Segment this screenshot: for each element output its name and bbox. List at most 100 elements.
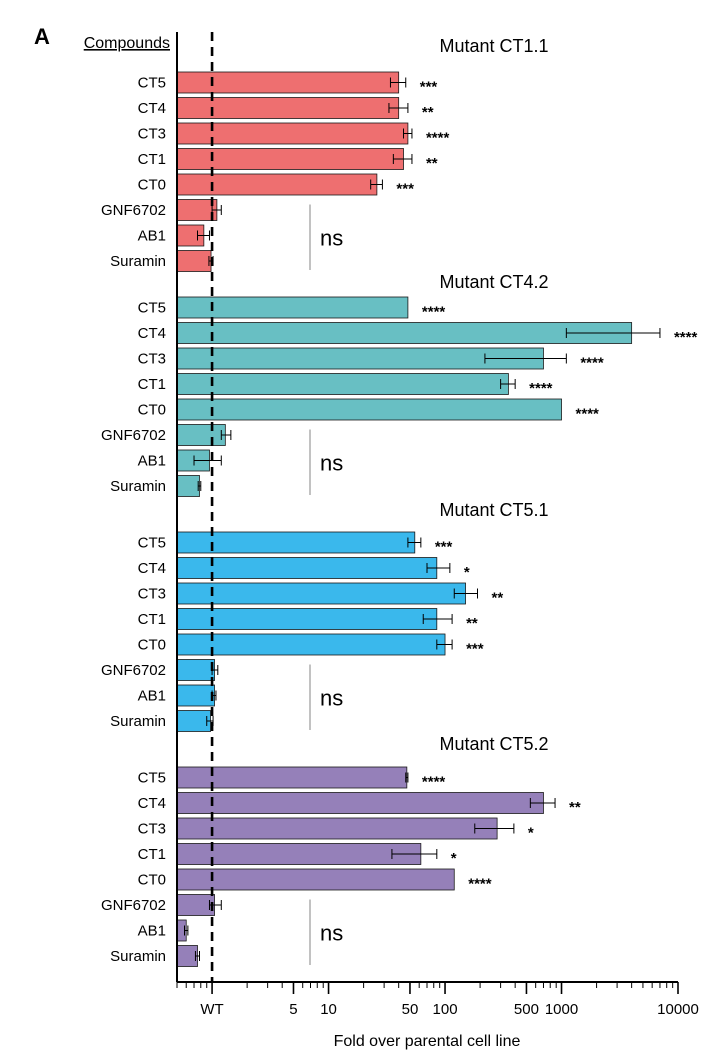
x-tick-label: 10 — [320, 1001, 337, 1018]
category-label: Suramin — [110, 253, 166, 270]
bar — [176, 868, 455, 891]
panel-title: Mutant CT5.2 — [439, 734, 548, 754]
significance-label: *** — [396, 181, 414, 198]
bar — [176, 710, 211, 732]
category-label: Suramin — [110, 948, 166, 965]
significance-label: **** — [576, 406, 600, 423]
significance-label: * — [451, 850, 457, 867]
bar — [176, 608, 438, 630]
panel-1: Mutant CT1.1 CT5 *** CT4 ** CT3 **** CT1 ** CT0 **… — [101, 36, 549, 272]
bar — [176, 173, 378, 196]
category-label: CT3 — [138, 351, 166, 368]
category-label: CT5 — [138, 75, 166, 92]
category-label: GNF6702 — [101, 202, 166, 219]
significance-label: ** — [492, 590, 504, 607]
significance-label: **** — [422, 774, 446, 791]
panel-title: Mutant CT5.1 — [439, 500, 548, 520]
x-tick-label: WT — [200, 1001, 223, 1018]
x-tick-label: 1000 — [545, 1001, 578, 1018]
x-tick-label: 5 — [289, 1001, 297, 1018]
significance-label: **** — [468, 876, 492, 893]
panel-2: Mutant CT4.2 CT5 **** CT4 **** CT3 **** CT1 ****… — [101, 272, 698, 497]
ns-label: ns — [320, 225, 343, 250]
category-label: AB1 — [138, 453, 166, 470]
row-header: Compounds — [84, 35, 170, 52]
bar — [176, 97, 400, 119]
bar — [176, 582, 466, 605]
category-label: CT5 — [138, 535, 166, 552]
bar — [176, 792, 544, 814]
category-label: CT4 — [138, 325, 166, 342]
category-label: Suramin — [110, 713, 166, 730]
panel-4: Mutant CT5.2 CT5 **** CT4 ** CT3 * CT1 * CT0 **** G… — [101, 734, 581, 967]
ns-label: ns — [320, 685, 343, 710]
category-label: CT1 — [138, 376, 166, 393]
bar — [176, 659, 215, 681]
bar — [176, 322, 633, 344]
category-label: CT0 — [138, 177, 166, 194]
bar — [176, 817, 498, 840]
category-label: CT1 — [138, 846, 166, 863]
panel-title: Mutant CT1.1 — [439, 36, 548, 56]
bar — [176, 475, 200, 497]
panel-3: Mutant CT5.1 CT5 *** CT4 * CT3 ** CT1 ** CT0 *** GN… — [101, 500, 549, 732]
bar — [176, 250, 212, 272]
significance-label: *** — [466, 641, 484, 658]
x-tick-label: 500 — [514, 1001, 539, 1018]
category-label: CT5 — [138, 770, 166, 787]
bar — [176, 684, 215, 707]
bar — [176, 633, 446, 656]
category-label: CT3 — [138, 586, 166, 603]
x-axis: WT 5 10 50 100 500 1000 10000 — [176, 32, 699, 1018]
category-label: CT4 — [138, 795, 166, 812]
bar — [176, 373, 509, 395]
significance-label: **** — [529, 380, 553, 397]
category-label: CT0 — [138, 872, 166, 889]
bar — [176, 557, 438, 579]
bar — [176, 843, 422, 865]
x-tick-label: 100 — [433, 1001, 458, 1018]
significance-label: **** — [422, 304, 446, 321]
significance-label: **** — [426, 130, 450, 147]
significance-label: * — [464, 564, 470, 581]
x-tick-label: 50 — [402, 1001, 419, 1018]
significance-label: ** — [466, 615, 478, 632]
category-label: CT5 — [138, 300, 166, 317]
category-label: AB1 — [138, 688, 166, 705]
category-label: CT0 — [138, 402, 166, 419]
significance-label: ** — [569, 799, 581, 816]
x-tick-label: 10000 — [657, 1001, 699, 1018]
bar — [176, 424, 226, 446]
significance-label: *** — [435, 539, 453, 556]
significance-label: **** — [580, 355, 604, 372]
panel-title: Mutant CT4.2 — [439, 272, 548, 292]
panel-letter: A — [34, 24, 50, 49]
category-label: AB1 — [138, 923, 166, 940]
x-axis-label: Fold over parental cell line — [334, 1033, 521, 1050]
significance-label: ** — [422, 104, 434, 121]
bar — [176, 398, 562, 421]
category-label: CT4 — [138, 560, 166, 577]
category-label: GNF6702 — [101, 662, 166, 679]
category-label: CT4 — [138, 100, 166, 117]
significance-label: ** — [426, 155, 438, 172]
category-label: GNF6702 — [101, 427, 166, 444]
significance-label: * — [528, 825, 534, 842]
category-label: CT1 — [138, 151, 166, 168]
bar — [176, 945, 198, 967]
category-label: GNF6702 — [101, 897, 166, 914]
significance-label: *** — [420, 79, 438, 96]
bar — [176, 894, 215, 916]
category-label: CT3 — [138, 126, 166, 143]
category-label: AB1 — [138, 228, 166, 245]
ns-label: ns — [320, 450, 343, 475]
bar — [176, 71, 400, 94]
category-label: CT3 — [138, 821, 166, 838]
ns-label: ns — [320, 920, 343, 945]
significance-label: **** — [674, 329, 698, 346]
category-label: CT1 — [138, 611, 166, 628]
category-label: CT0 — [138, 637, 166, 654]
category-label: Suramin — [110, 478, 166, 495]
